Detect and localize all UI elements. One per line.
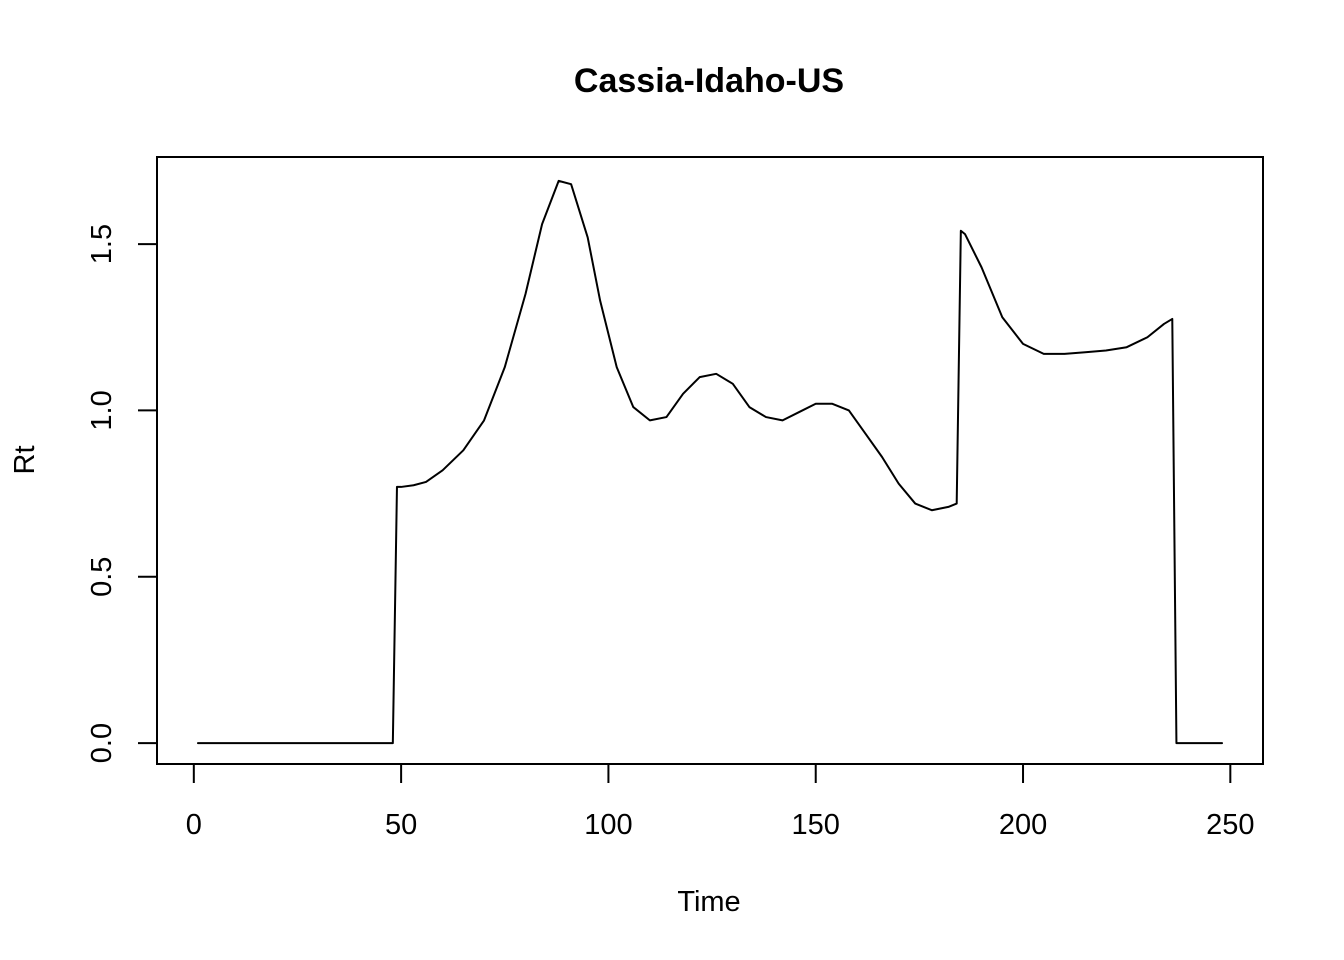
x-tick-label: 0 [186, 809, 202, 841]
x-axis-label: Time [677, 886, 740, 918]
y-tick-label: 1.0 [86, 390, 118, 430]
plot-frame [156, 156, 1264, 765]
x-tick-label: 50 [385, 809, 417, 841]
y-tick-label: 0.0 [86, 723, 118, 763]
x-tick-label: 250 [1206, 809, 1254, 841]
y-tick-label: 1.5 [86, 224, 118, 264]
series-group [196, 179, 1224, 745]
y-axis: 0.0 0.5 1.0 1.5 [86, 224, 158, 763]
x-tick-label: 150 [792, 809, 840, 841]
x-axis: 0 50 100 150 200 250 [186, 763, 1255, 841]
y-tick-label: 0.5 [86, 557, 118, 597]
x-tick-label: 100 [584, 809, 632, 841]
series-line-0 [196, 179, 1224, 745]
chart-title: Cassia-Idaho-US [574, 62, 844, 100]
y-axis-label: Rt [9, 446, 41, 475]
x-tick-label: 200 [999, 809, 1047, 841]
